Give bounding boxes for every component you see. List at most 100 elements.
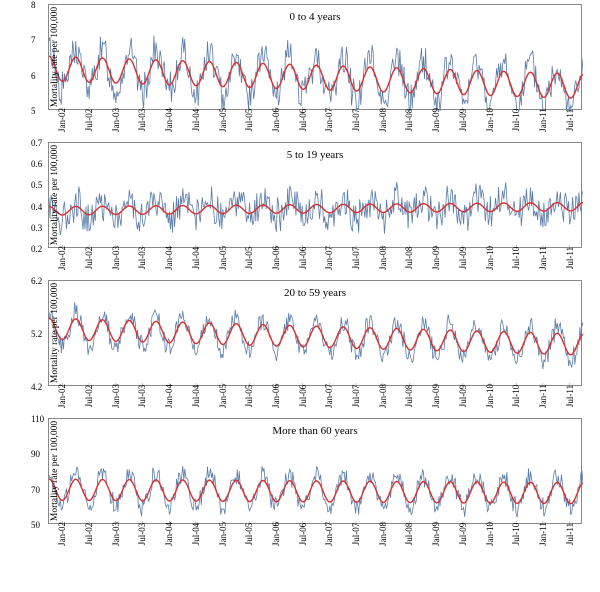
xtick: Jul-05	[244, 523, 254, 546]
xtick: Jul-02	[84, 247, 94, 270]
xtick: Jan-11	[538, 522, 548, 546]
xtick: Jul-02	[84, 523, 94, 546]
xtick: Jan-10	[485, 246, 495, 270]
xtick: Jul-03	[137, 385, 147, 408]
xtick: Jan-08	[378, 522, 388, 546]
xtick: Jan-03	[111, 246, 121, 270]
xtick: Jan-08	[378, 108, 388, 132]
xtick: Jan-10	[485, 522, 495, 546]
xtick: Jul-11	[565, 523, 575, 545]
xtick: Jul-09	[458, 247, 468, 270]
xtick: Jul-05	[244, 109, 254, 132]
xtick: Jul-06	[298, 247, 308, 270]
xtick: Jul-02	[84, 109, 94, 132]
xtick: Jan-10	[485, 384, 495, 408]
xtick: Jan-05	[218, 384, 228, 408]
xtick: Jan-06	[271, 108, 281, 132]
ytick: 5	[31, 106, 36, 116]
panel-title: 0 to 4 years	[289, 11, 340, 23]
panel-1: Mortality rate per 100,0005 to 19 years0…	[48, 142, 582, 248]
xtick: Jan-03	[111, 108, 121, 132]
xtick: Jul-06	[298, 385, 308, 408]
xtick: Jan-02	[57, 108, 67, 132]
y-axis-label: Mortality rate per 100,000	[50, 283, 60, 383]
xtick: Jan-09	[431, 522, 441, 546]
xtick: Jul-04	[191, 109, 201, 132]
ytick: 0.3	[31, 223, 42, 233]
ytick: 4.2	[31, 382, 42, 392]
xtick: Jul-05	[244, 385, 254, 408]
xtick: Jan-03	[111, 522, 121, 546]
xtick: Jan-06	[271, 384, 281, 408]
xtick: Jan-07	[324, 108, 334, 132]
ytick: 6	[31, 71, 36, 81]
xtick: Jan-10	[485, 108, 495, 132]
xtick: Jan-02	[57, 246, 67, 270]
panel-title: 20 to 59 years	[284, 287, 346, 299]
xtick: Jul-07	[351, 247, 361, 270]
panel-title: More than 60 years	[272, 425, 357, 437]
panel-2: Mortality rate per 100,000 20 to 59 years…	[48, 280, 582, 386]
xtick: Jan-02	[57, 522, 67, 546]
xtick: Jul-10	[511, 523, 521, 546]
xtick: Jan-04	[164, 522, 174, 546]
ytick: 50	[31, 520, 40, 530]
xtick: Jul-05	[244, 247, 254, 270]
xtick: Jan-11	[538, 108, 548, 132]
xtick: Jul-08	[404, 523, 414, 546]
xtick: Jan-04	[164, 246, 174, 270]
ytick: 0.4	[31, 202, 42, 212]
xtick: Jan-07	[324, 522, 334, 546]
xtick: Jan-08	[378, 246, 388, 270]
xtick: Jan-07	[324, 246, 334, 270]
xtick: Jan-05	[218, 108, 228, 132]
ytick: 70	[31, 485, 40, 495]
xtick: Jan-04	[164, 108, 174, 132]
ytick: 6.2	[31, 276, 42, 286]
xtick: Jul-09	[458, 385, 468, 408]
ytick: 0.5	[31, 180, 42, 190]
xtick: Jan-08	[378, 384, 388, 408]
xtick: Jul-08	[404, 109, 414, 132]
panel-0: Mortality rate per 100,0000 to 4 years56…	[48, 4, 582, 110]
xtick: Jan-06	[271, 522, 281, 546]
xtick: Jul-04	[191, 523, 201, 546]
xtick: Jul-07	[351, 109, 361, 132]
xtick: Jul-07	[351, 523, 361, 546]
ytick: 5.2	[31, 329, 42, 339]
xtick: Jul-06	[298, 523, 308, 546]
y-axis-label: Mortality rate per 100,000	[50, 421, 60, 521]
xtick: Jul-11	[565, 109, 575, 131]
xtick: Jan-03	[111, 384, 121, 408]
xtick: Jul-10	[511, 109, 521, 132]
xtick: Jan-09	[431, 384, 441, 408]
ytick: 110	[31, 414, 44, 424]
xtick: Jul-09	[458, 109, 468, 132]
xtick: Jul-04	[191, 385, 201, 408]
xtick: Jan-02	[57, 384, 67, 408]
xtick: Jan-06	[271, 246, 281, 270]
y-axis-label: Mortality rate per 100,000	[50, 145, 60, 245]
ytick: 0.7	[31, 138, 42, 148]
xtick: Jan-11	[538, 246, 548, 270]
panel-3: Mortality rate per 100,000 More than 60 y…	[48, 418, 582, 524]
xtick: Jul-10	[511, 385, 521, 408]
ytick: 7	[31, 35, 36, 45]
xtick: Jul-11	[565, 247, 575, 269]
xtick: Jul-10	[511, 247, 521, 270]
xtick: Jul-03	[137, 109, 147, 132]
xtick: Jan-04	[164, 384, 174, 408]
ytick: 0.6	[31, 159, 42, 169]
ytick: 90	[31, 449, 40, 459]
xtick: Jul-02	[84, 385, 94, 408]
xtick: Jul-08	[404, 247, 414, 270]
ytick: 8	[31, 0, 36, 10]
xtick: Jan-09	[431, 246, 441, 270]
xtick: Jan-09	[431, 108, 441, 132]
ytick: 0.2	[31, 244, 42, 254]
xtick: Jan-07	[324, 384, 334, 408]
xtick: Jul-04	[191, 247, 201, 270]
xtick: Jul-11	[565, 385, 575, 407]
xtick: Jul-08	[404, 385, 414, 408]
xtick: Jul-03	[137, 247, 147, 270]
